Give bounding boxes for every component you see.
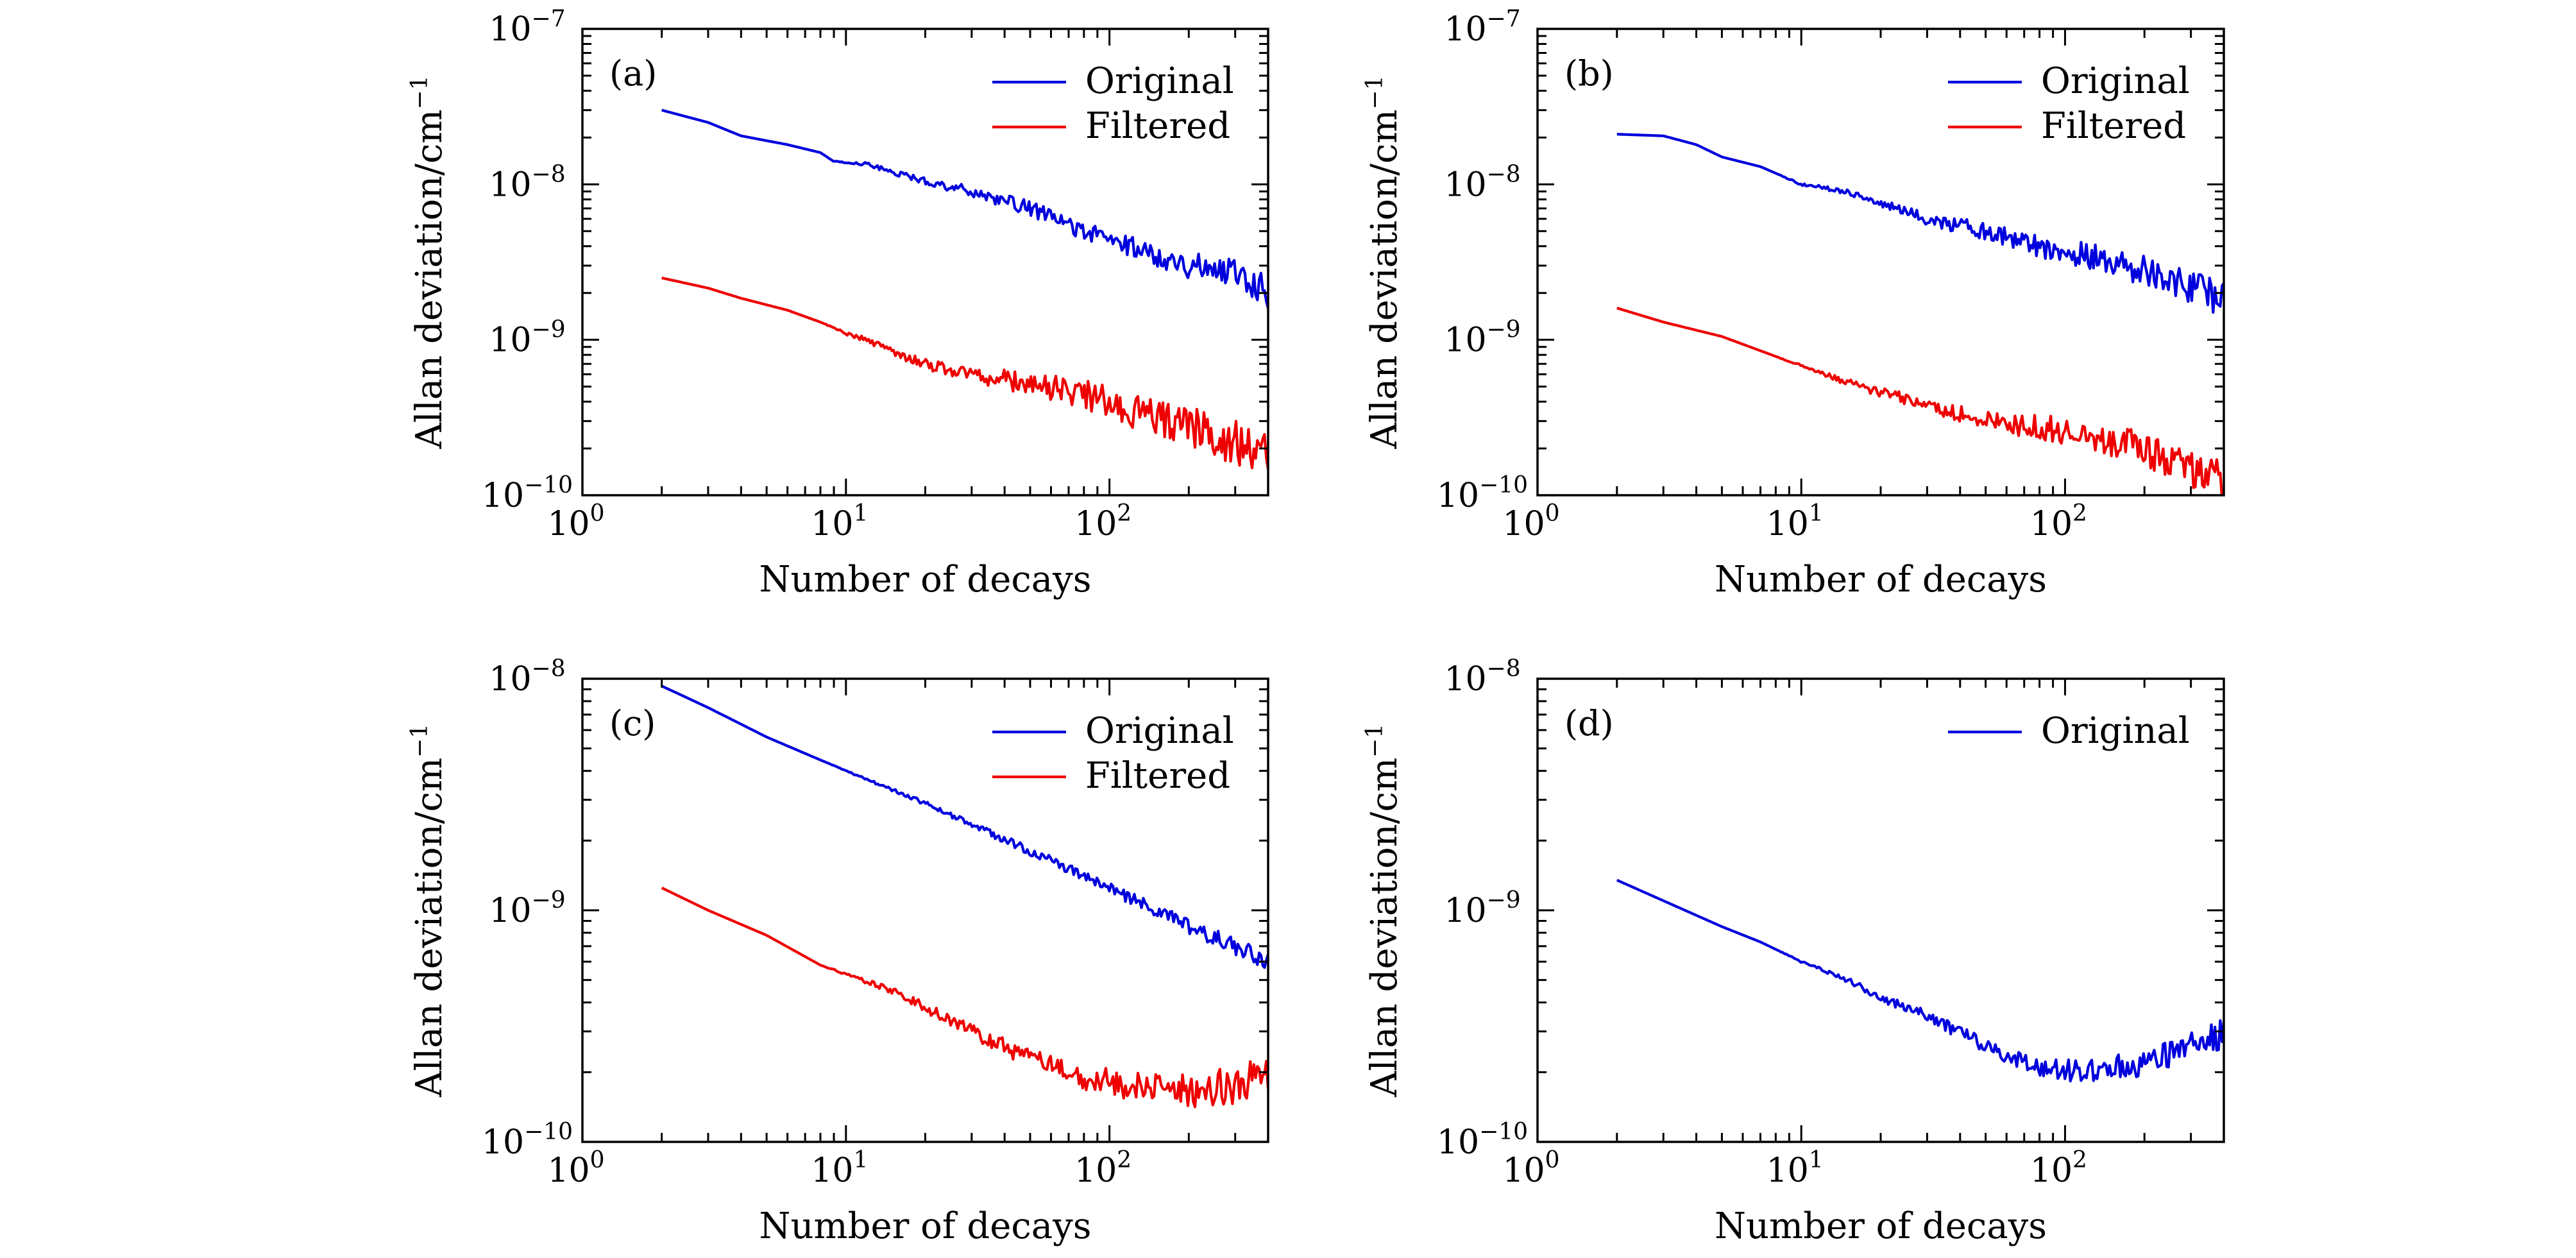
x-tick-label: 101 (1767, 1147, 1824, 1190)
x-tick-label: 102 (2030, 1147, 2087, 1190)
panel-label: (c) (609, 703, 656, 744)
legend-label-original: Original (2041, 60, 2190, 102)
x-axis-title: Number of decays (1715, 559, 2047, 600)
x-tick-label: 100 (547, 500, 604, 543)
x-axis-title: Number of decays (759, 559, 1091, 600)
panel-label: (d) (1564, 703, 1614, 744)
panel-label: (a) (609, 53, 657, 94)
legend-label-original: Original (2041, 710, 2190, 752)
y-axis-title: Allan deviation/cm−1 (1362, 75, 1405, 449)
series-line-original (1616, 878, 2224, 1083)
y-tick-label: 10−10 (1437, 472, 1528, 515)
y-tick-label: 10−9 (489, 887, 565, 930)
series-line-filtered (661, 276, 1268, 470)
y-tick-label: 10−9 (1444, 317, 1520, 360)
panel-c: 100 101 102 10−10 10−9 10−8 Number of decays Al… (407, 656, 1269, 1247)
legend-label-original: Original (1085, 60, 1234, 102)
panel-b: 100 101 102 10−10 10−9 10−8 10−7 Number of deca… (1362, 6, 2225, 600)
x-axis-title: Number of decays (1715, 1205, 2047, 1247)
series-line-original (661, 108, 1268, 309)
x-tick-label: 100 (1502, 1147, 1559, 1190)
x-tick-label: 102 (1074, 500, 1131, 543)
x-tick-label: 100 (547, 1147, 604, 1190)
x-tick-label: 102 (1074, 1147, 1131, 1190)
legend-label-filtered: Filtered (1085, 755, 1230, 797)
series-line-filtered (661, 887, 1268, 1109)
y-tick-label: 10−9 (489, 317, 565, 360)
y-tick-label: 10−10 (482, 472, 573, 515)
y-tick-label: 10−9 (1444, 887, 1520, 930)
panel-a: 100 101 102 10−10 10−9 10−8 10−7 Number of deca… (407, 6, 1269, 600)
panel-d: 100 101 102 10−10 10−9 10−8 Number of decays Al… (1362, 656, 2225, 1247)
y-tick-label: 10−10 (482, 1119, 573, 1162)
y-axis-title: Allan deviation/cm−1 (407, 75, 450, 449)
y-tick-label: 10−8 (1444, 656, 1520, 699)
x-tick-label: 102 (2030, 500, 2087, 543)
x-tick-label: 101 (1767, 500, 1824, 543)
x-axis-title: Number of decays (759, 1205, 1091, 1247)
x-tick-label: 101 (811, 1147, 868, 1190)
series-line-filtered (1616, 307, 2223, 495)
y-tick-label: 10−8 (489, 656, 565, 699)
y-tick-label: 10−10 (1437, 1119, 1528, 1162)
y-tick-label: 10−7 (1444, 6, 1520, 49)
y-tick-label: 10−8 (489, 161, 565, 204)
legend-label-filtered: Filtered (2041, 105, 2186, 147)
series-line-original (1616, 133, 2224, 314)
y-tick-label: 10−7 (489, 6, 565, 49)
panel-label: (b) (1564, 53, 1614, 94)
legend-label-original: Original (1085, 710, 1234, 752)
y-tick-label: 10−8 (1444, 161, 1520, 204)
x-tick-label: 100 (1502, 500, 1559, 543)
y-axis-title: Allan deviation/cm−1 (1362, 724, 1405, 1098)
series-line-original (661, 684, 1268, 969)
y-axis-title: Allan deviation/cm−1 (407, 724, 450, 1098)
legend-label-filtered: Filtered (1085, 105, 1230, 147)
x-tick-label: 101 (811, 500, 868, 543)
